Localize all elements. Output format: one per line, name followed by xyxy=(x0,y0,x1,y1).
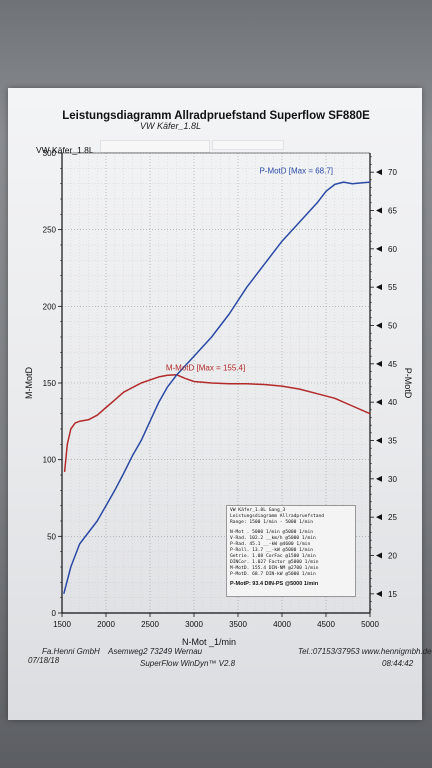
summary-row: P-Roll. 13.7 __-kW @5000 1/min xyxy=(230,548,313,553)
tick-labels: 1500 2000 2500 3000 3500 4000 4500 5000 0 50 100 15… xyxy=(43,149,398,629)
y-right-arrow-icon xyxy=(376,207,382,214)
y-right-arrow-icon xyxy=(376,590,382,597)
y-right-arrow-icon xyxy=(376,360,382,367)
y-left-tick-label: 50 xyxy=(47,532,56,541)
y-left-tick-label: 0 xyxy=(52,609,57,618)
y-right-tick-label: 25 xyxy=(388,513,397,522)
x-tick-label: 2000 xyxy=(97,620,115,629)
power-curve xyxy=(63,181,371,594)
y-right-tick-label: 35 xyxy=(388,437,397,446)
y-right-arrow-icon xyxy=(376,552,382,559)
y-left-tick-label: 200 xyxy=(43,302,57,311)
summary-header-line: VW Käfer_1.8L Gang_3 xyxy=(230,508,286,513)
y-right-tick-label: 70 xyxy=(388,168,397,177)
x-tick-label: 5000 xyxy=(361,620,379,629)
chart-subtitle: VW Käfer_1.8L xyxy=(140,121,202,131)
y-right-tick-label: 50 xyxy=(388,322,397,331)
footer-software: SuperFlow WinDyn™ V2.8 xyxy=(140,659,236,668)
footer-address: Asemweg2 73249 Wernau xyxy=(108,647,203,656)
redaction-box xyxy=(212,140,284,150)
y-right-arrow-icon xyxy=(376,514,382,521)
y-right-arrow-icon xyxy=(376,399,382,406)
series-lines xyxy=(63,181,371,594)
redaction-box xyxy=(100,140,210,153)
x-tick-label: 3500 xyxy=(229,620,247,629)
summary-row: V-Rad. 102.2 __km/h @5000 1/min xyxy=(230,536,316,541)
summary-row: DINCor. 1.027 Factor @5000 1/min xyxy=(230,560,319,565)
y-right-tick-label: 65 xyxy=(388,207,397,216)
summary-header-line: Leistungsdiagramm Allradpruefstand xyxy=(230,514,325,519)
y-right-arrow-icon xyxy=(376,475,382,482)
summary-row: M-MotD. 155.4 DIN-NM @2700 1/min xyxy=(230,566,319,571)
paper-sheet xyxy=(8,88,422,720)
footer-company: Fa.Henni GmbH xyxy=(42,647,100,656)
x-axis-label: N-Mot _1/min xyxy=(182,637,236,647)
y-right-arrow-icon xyxy=(376,284,382,291)
footer-contact: Tel.:07153/37953 www.hennigmbh.de xyxy=(298,647,432,656)
summary-header-line: Range: 1500 1/min - 5000 1/min xyxy=(230,520,313,525)
y-left-tick-label: 300 xyxy=(43,149,57,158)
summary-row: P-Rad. 45.1 __-kW @4600 1/min xyxy=(230,542,311,547)
y-right-tick-label: 30 xyxy=(388,475,397,484)
y-right-tick-label: 45 xyxy=(388,360,397,369)
y-left-tick-label: 150 xyxy=(43,379,57,388)
footer-date: 07/18/18 xyxy=(28,656,60,665)
y-left-tick-label: 100 xyxy=(43,456,57,465)
summary-row: N-Mot . 5000 1/min @5000 1/min xyxy=(230,530,313,535)
y-right-tick-label: 55 xyxy=(388,283,397,292)
result-summary-box: VW Käfer_1.8L Gang_3 Leistungsdiagramm A… xyxy=(226,505,356,597)
chart-title: Leistungsdiagramm Allradpruefstand Super… xyxy=(62,110,370,122)
footer-time: 08:44:42 xyxy=(382,659,414,668)
y-right-arrow-icon xyxy=(376,245,382,252)
power-max-annotation: P-MotD [Max = 68.7] xyxy=(259,167,333,176)
y-axis-left-label: M-MotD xyxy=(24,367,34,399)
summary-total: P-MotP: 93.4 DIN-PS @5000 1/min xyxy=(230,581,319,587)
x-tick-label: 2500 xyxy=(141,620,159,629)
summary-row: Getrie. 1.08 CorFac @1500 1/min xyxy=(230,554,316,559)
y-right-arrow-icon xyxy=(376,169,382,176)
series-annotations: M-MotD [Max = 155.4] P-MotD [Max = 68.7] xyxy=(166,167,333,373)
summary-row: P-MotD. 68.7 DIN-kW @5000 1/min xyxy=(230,572,316,577)
y-right-arrow-icon xyxy=(376,322,382,329)
y-right-tick-label: 15 xyxy=(388,590,397,599)
torque-max-annotation: M-MotD [Max = 155.4] xyxy=(166,364,245,373)
y-right-tick-label: 20 xyxy=(388,552,397,561)
y-left-tick-label: 250 xyxy=(43,226,57,235)
y-right-tick-label: 40 xyxy=(388,398,397,407)
y-right-tick-label: 60 xyxy=(388,245,397,254)
torque-curve xyxy=(63,373,371,472)
vehicle-label: VW Käfer_1.8L xyxy=(36,145,94,155)
y-right-arrow-icon xyxy=(376,437,382,444)
x-tick-label: 1500 xyxy=(53,620,71,629)
x-tick-label: 4500 xyxy=(317,620,335,629)
x-tick-label: 4000 xyxy=(273,620,291,629)
y-axis-right-label: P-MotD xyxy=(403,368,413,399)
x-tick-label: 3000 xyxy=(185,620,203,629)
